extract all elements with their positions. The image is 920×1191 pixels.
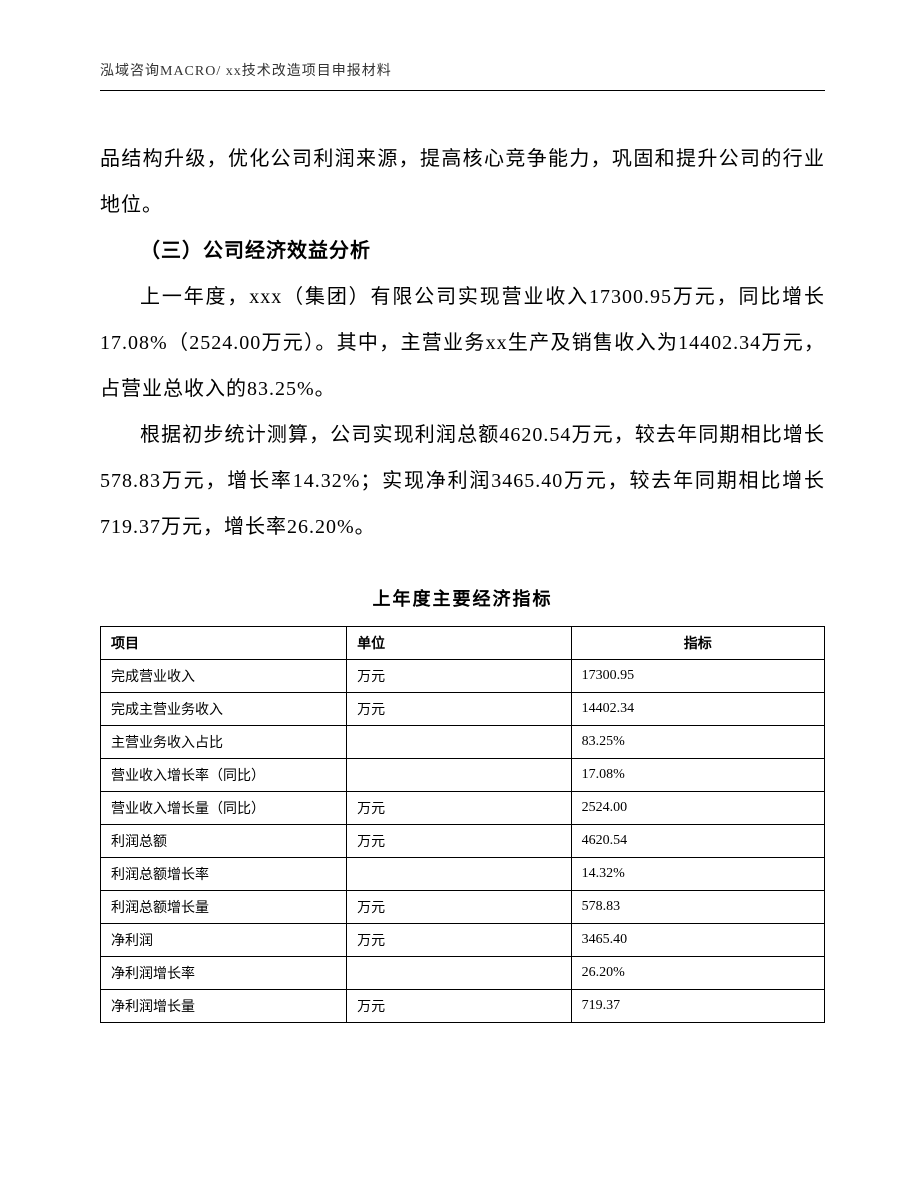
table-row: 净利润增长率 26.20%	[101, 957, 825, 990]
table-cell-unit: 万元	[347, 660, 571, 693]
table-cell-unit: 万元	[347, 825, 571, 858]
section-heading: （三）公司经济效益分析	[100, 228, 825, 274]
paragraph-continuation: 品结构升级，优化公司利润来源，提高核心竞争能力，巩固和提升公司的行业地位。	[100, 136, 825, 228]
table-row: 利润总额万元4620.54	[101, 825, 825, 858]
table-header-unit: 单位	[347, 627, 571, 660]
table-row: 营业收入增长量（同比）万元2524.00	[101, 792, 825, 825]
table-cell-item: 营业收入增长量（同比）	[101, 792, 347, 825]
document-body: 品结构升级，优化公司利润来源，提高核心竞争能力，巩固和提升公司的行业地位。 （三…	[100, 136, 825, 550]
table-cell-item: 净利润增长率	[101, 957, 347, 990]
table-row: 完成主营业务收入万元14402.34	[101, 693, 825, 726]
table-cell-unit	[347, 726, 571, 759]
table-cell-unit: 万元	[347, 924, 571, 957]
economic-indicators-table: 项目 单位 指标 完成营业收入万元17300.95完成主营业务收入万元14402…	[100, 626, 825, 1023]
table-cell-item: 净利润增长量	[101, 990, 347, 1023]
table-cell-unit	[347, 957, 571, 990]
table-cell-item: 完成主营业务收入	[101, 693, 347, 726]
table-cell-value: 17300.95	[571, 660, 824, 693]
table-header-value: 指标	[571, 627, 824, 660]
table-cell-unit	[347, 858, 571, 891]
table-row: 完成营业收入万元17300.95	[101, 660, 825, 693]
paragraph-2: 上一年度，xxx（集团）有限公司实现营业收入17300.95万元，同比增长17.…	[100, 274, 825, 412]
table-row: 利润总额增长量万元578.83	[101, 891, 825, 924]
table-row: 净利润万元3465.40	[101, 924, 825, 957]
paragraph-3: 根据初步统计测算，公司实现利润总额4620.54万元，较去年同期相比增长578.…	[100, 412, 825, 550]
table-cell-value: 578.83	[571, 891, 824, 924]
table-cell-value: 14.32%	[571, 858, 824, 891]
header-divider	[100, 90, 825, 91]
table-cell-unit: 万元	[347, 990, 571, 1023]
table-cell-item: 利润总额增长率	[101, 858, 347, 891]
table-cell-unit: 万元	[347, 891, 571, 924]
table-cell-value: 14402.34	[571, 693, 824, 726]
table-cell-item: 主营业务收入占比	[101, 726, 347, 759]
table-row: 利润总额增长率 14.32%	[101, 858, 825, 891]
table-cell-value: 26.20%	[571, 957, 824, 990]
table-cell-unit: 万元	[347, 792, 571, 825]
table-cell-item: 完成营业收入	[101, 660, 347, 693]
table-cell-value: 719.37	[571, 990, 824, 1023]
table-cell-value: 3465.40	[571, 924, 824, 957]
table-row: 主营业务收入占比 83.25%	[101, 726, 825, 759]
table-cell-value: 17.08%	[571, 759, 824, 792]
table-header-item: 项目	[101, 627, 347, 660]
table-cell-unit	[347, 759, 571, 792]
table-cell-item: 利润总额	[101, 825, 347, 858]
table-cell-value: 83.25%	[571, 726, 824, 759]
table-header-row: 项目 单位 指标	[101, 627, 825, 660]
page-header: 泓域咨询MACRO/ xx技术改造项目申报材料	[100, 60, 825, 80]
table-row: 营业收入增长率（同比） 17.08%	[101, 759, 825, 792]
table-cell-item: 利润总额增长量	[101, 891, 347, 924]
table-cell-value: 2524.00	[571, 792, 824, 825]
table-body: 完成营业收入万元17300.95完成主营业务收入万元14402.34主营业务收入…	[101, 660, 825, 1023]
table-row: 净利润增长量万元719.37	[101, 990, 825, 1023]
table-cell-item: 营业收入增长率（同比）	[101, 759, 347, 792]
table-cell-item: 净利润	[101, 924, 347, 957]
table-title: 上年度主要经济指标	[100, 585, 825, 611]
table-cell-unit: 万元	[347, 693, 571, 726]
table-cell-value: 4620.54	[571, 825, 824, 858]
